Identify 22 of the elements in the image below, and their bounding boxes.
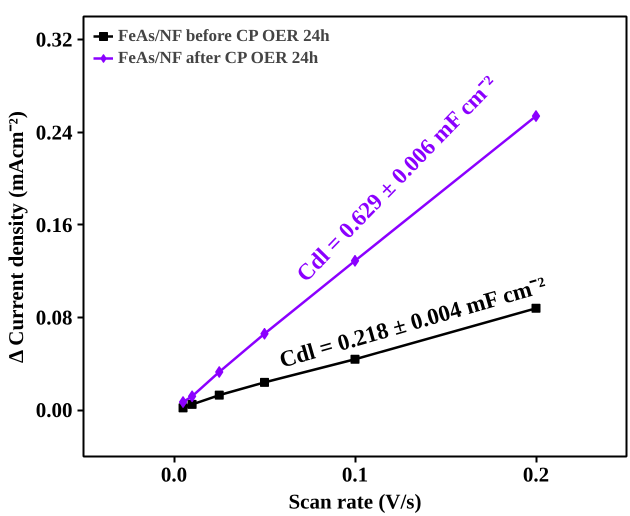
y-tick-label: 0.32 xyxy=(36,28,72,52)
point xyxy=(188,390,196,402)
point xyxy=(178,396,188,408)
point xyxy=(350,354,360,364)
point xyxy=(350,254,360,267)
point xyxy=(532,110,540,122)
y-tick-label: 0.08 xyxy=(36,306,72,330)
y-tick-label: 0.24 xyxy=(36,120,73,144)
x-tick-label: 0.1 xyxy=(342,462,368,486)
point xyxy=(260,328,269,340)
y-tick-label: 0.16 xyxy=(36,212,72,237)
legend-label: FeAs/NF after CP OER 24h xyxy=(118,48,318,68)
point xyxy=(532,304,540,313)
x-tick-label: 0.0 xyxy=(160,462,188,486)
point xyxy=(214,390,224,400)
y-tick-label: 0.00 xyxy=(36,398,72,422)
point xyxy=(188,400,197,409)
legend-label: FeAs/NF before CP OER 24h xyxy=(118,26,330,46)
x-tick-label: 0.2 xyxy=(522,462,550,486)
x-axis-title: Scan rate (V/s) xyxy=(288,490,422,514)
point xyxy=(260,378,269,387)
y-axis-title: Δ Current density (mAcm⁻²) xyxy=(4,111,28,363)
